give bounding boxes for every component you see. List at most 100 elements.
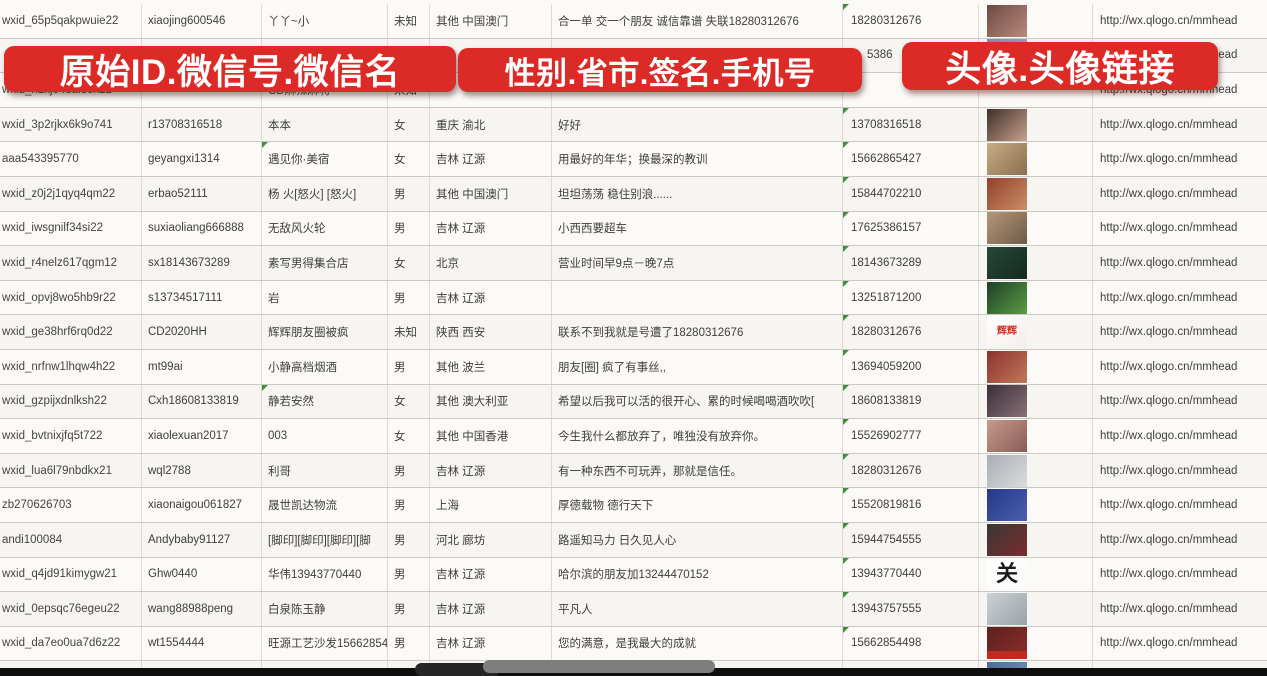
cell-wechat-id[interactable]: suxiaoliang666888	[142, 211, 262, 246]
avatar-image[interactable]	[987, 246, 1027, 279]
cell-gender[interactable]: 女	[388, 384, 430, 419]
cell-wechat-name[interactable]: 无敌风火轮	[262, 211, 388, 246]
cell-avatar-link[interactable]: http://wx.qlogo.cn/mmhead	[1100, 14, 1238, 27]
cell-avatar[interactable]	[979, 280, 1093, 315]
cell-avatar-link[interactable]: http://wx.qlogo.cn/mmhead	[1100, 533, 1238, 546]
cell-signature[interactable]: 路遥知马力 日久见人心	[552, 522, 843, 557]
cell-region[interactable]: 其他 波兰	[430, 349, 552, 384]
cell-gender[interactable]: 男	[388, 176, 430, 211]
cell-avatar[interactable]	[979, 246, 1093, 280]
cell-avatar[interactable]	[979, 142, 1093, 176]
cell-original-id[interactable]: wxid_gzpijxdnlksh22	[0, 384, 142, 419]
cell-phone[interactable]: 13251871200	[843, 280, 979, 315]
cell-signature[interactable]	[552, 280, 843, 315]
cell-gender[interactable]: 男	[388, 280, 430, 315]
cell-avatar[interactable]	[979, 419, 1093, 453]
cell-gender[interactable]: 女	[388, 142, 430, 176]
cell-original-id[interactable]: wxid_lua6l79nbdkx21	[0, 453, 142, 488]
avatar-image[interactable]	[987, 177, 1027, 210]
cell-wechat-name[interactable]: 素写男得集合店	[262, 246, 388, 280]
avatar-image[interactable]	[987, 489, 1027, 522]
cell-wechat-name[interactable]: [脚印][脚印][脚印][脚	[262, 522, 388, 557]
cell-gender[interactable]: 男	[388, 592, 430, 626]
cell-phone[interactable]: 13943770440	[843, 557, 979, 592]
cell-region[interactable]: 陕西 西安	[430, 315, 552, 349]
cell-signature[interactable]: 坦坦荡荡 稳住别浪......	[552, 176, 843, 211]
cell-phone[interactable]: 13708316518	[843, 107, 979, 142]
cell-wechat-id[interactable]: Andybaby91127	[142, 522, 262, 557]
cell-avatar[interactable]	[979, 592, 1093, 626]
cell-gender[interactable]: 未知	[388, 4, 430, 38]
cell-original-id[interactable]: aaa543395770	[0, 142, 142, 176]
cell-wechat-id[interactable]: wang88988peng	[142, 592, 262, 626]
cell-gender[interactable]: 男	[388, 211, 430, 246]
cell-phone[interactable]: 15520819816	[843, 488, 979, 522]
cell-avatar[interactable]: 关	[979, 557, 1093, 592]
cell-region[interactable]: 其他 中国香港	[430, 419, 552, 453]
cell-avatar-link[interactable]: http://wx.qlogo.cn/mmhead	[1100, 256, 1238, 269]
cell-original-id[interactable]: wxid_opvj8wo5hb9r22	[0, 280, 142, 315]
cell-avatar-link[interactable]: http://wx.qlogo.cn/mmhead	[1100, 429, 1238, 442]
cell-original-id[interactable]: zb270626703	[0, 488, 142, 522]
cell-avatar-link[interactable]: http://wx.qlogo.cn/mmhead	[1100, 602, 1238, 615]
cell-wechat-name[interactable]: 本本	[262, 107, 388, 142]
cell-wechat-name[interactable]: 遇见你·美宿	[262, 142, 388, 176]
cell-signature[interactable]: 联系不到我就是号遭了18280312676	[552, 315, 843, 349]
cell-region[interactable]: 吉林 辽源	[430, 592, 552, 626]
cell-wechat-name[interactable]: 小静高档烟酒	[262, 349, 388, 384]
cell-original-id[interactable]: andi100084	[0, 522, 142, 557]
cell-gender[interactable]: 男	[388, 453, 430, 488]
avatar-image[interactable]	[987, 592, 1027, 625]
cell-avatar-link[interactable]: http://wx.qlogo.cn/mmhead	[1100, 395, 1238, 408]
cell-signature[interactable]: 平凡人	[552, 592, 843, 626]
avatar-image[interactable]	[987, 350, 1027, 383]
cell-wechat-id[interactable]: xiaolexuan2017	[142, 419, 262, 453]
cell-gender[interactable]: 女	[388, 246, 430, 280]
cell-region[interactable]: 重庆 渝北	[430, 107, 552, 142]
cell-region[interactable]: 其他 中国澳门	[430, 4, 552, 38]
cell-avatar-link[interactable]: http://wx.qlogo.cn/mmhead	[1100, 118, 1238, 131]
cell-signature[interactable]: 今生我什么都放弃了，唯独没有放弃你。	[552, 419, 843, 453]
cell-signature[interactable]: 您的满意，是我最大的成就	[552, 626, 843, 661]
cell-signature[interactable]: 合一单 交一个朋友 诚信靠谱 失联18280312676	[552, 4, 843, 38]
cell-signature[interactable]: 小西西要超车	[552, 211, 843, 246]
cell-avatar[interactable]	[979, 522, 1093, 557]
avatar-image[interactable]: 辉辉	[987, 316, 1027, 349]
cell-wechat-id[interactable]: wt1554444	[142, 626, 262, 661]
cell-wechat-id[interactable]: Cxh18608133819	[142, 384, 262, 419]
video-scrubber[interactable]	[483, 660, 715, 673]
cell-region[interactable]: 吉林 辽源	[430, 557, 552, 592]
cell-region[interactable]: 河北 廊坊	[430, 522, 552, 557]
cell-wechat-name[interactable]: 003	[262, 419, 388, 453]
cell-avatar-link[interactable]: http://wx.qlogo.cn/mmhead	[1100, 222, 1238, 235]
cell-gender[interactable]: 男	[388, 626, 430, 661]
cell-original-id[interactable]: wxid_r4nelz617qgm12	[0, 246, 142, 280]
cell-avatar[interactable]: 辉辉	[979, 315, 1093, 349]
cell-avatar-link[interactable]: http://wx.qlogo.cn/mmhead	[1100, 360, 1238, 373]
avatar-image[interactable]	[987, 281, 1027, 314]
cell-avatar[interactable]	[979, 211, 1093, 246]
avatar-image[interactable]: 关	[987, 558, 1027, 591]
cell-phone[interactable]: 15662854498	[843, 626, 979, 661]
cell-avatar-link[interactable]: http://wx.qlogo.cn/mmhead	[1100, 637, 1238, 650]
cell-avatar[interactable]	[979, 384, 1093, 419]
cell-region[interactable]: 其他 澳大利亚	[430, 384, 552, 419]
cell-wechat-name[interactable]: 利哥	[262, 453, 388, 488]
cell-wechat-name[interactable]: 静若安然	[262, 384, 388, 419]
cell-signature[interactable]: 朋友[圈] 疯了有事丝,,	[552, 349, 843, 384]
avatar-image[interactable]	[987, 143, 1027, 176]
cell-avatar-link[interactable]: http://wx.qlogo.cn/mmhead	[1100, 187, 1238, 200]
cell-wechat-name[interactable]: 岩	[262, 280, 388, 315]
cell-wechat-id[interactable]: CD2020HH	[142, 315, 262, 349]
cell-wechat-id[interactable]: r13708316518	[142, 107, 262, 142]
cell-region[interactable]: 吉林 辽源	[430, 626, 552, 661]
cell-avatar-link[interactable]: http://wx.qlogo.cn/mmhead	[1100, 291, 1238, 304]
cell-wechat-name[interactable]: 辉辉朋友圈被疯	[262, 315, 388, 349]
avatar-image[interactable]	[987, 4, 1027, 37]
cell-original-id[interactable]: wxid_0epsqc76egeu22	[0, 592, 142, 626]
cell-wechat-id[interactable]: s13734517111	[142, 280, 262, 315]
cell-original-id[interactable]: wxid_z0j2j1qyq4qm22	[0, 176, 142, 211]
cell-wechat-id[interactable]: xiaojing600546	[142, 4, 262, 38]
cell-signature[interactable]: 希望以后我可以活的很开心、累的时候喝喝酒吹吹[	[552, 384, 843, 419]
cell-gender[interactable]: 男	[388, 557, 430, 592]
